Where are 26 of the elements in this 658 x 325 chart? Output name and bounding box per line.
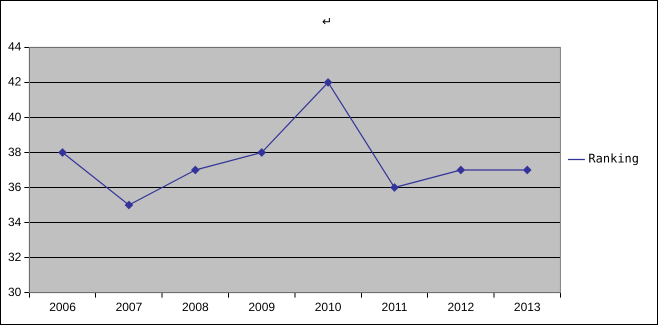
point [58,148,67,157]
x-tick-label: 2006 [49,300,76,314]
y-tick-label: 38 [8,144,22,159]
y-tick-label: 34 [8,214,22,229]
x-tick-label: 2009 [248,300,276,314]
point [258,148,266,157]
y-tick-label: 36 [8,180,22,194]
y-tick-label: 44 [8,40,22,54]
x-tick-label: 2013 [514,300,541,314]
x-tick-label: 2012 [448,300,475,314]
y-tick-label: 30 [8,284,22,299]
point [390,183,399,192]
legend-label: Ranking [588,152,640,166]
point [523,166,532,174]
point [191,166,200,174]
y-tick-label: 40 [8,110,22,124]
point [324,78,332,87]
chart-title: ↵ [322,14,332,29]
x-tick-label: 2011 [382,300,408,314]
x-tick-label: 2007 [116,300,143,314]
point [124,200,134,210]
y-tick-label: 32 [8,250,22,264]
y-tick-label: 42 [8,74,22,89]
x-tick-label: 2010 [314,300,342,314]
point [456,166,465,174]
x-tick-label: 2008 [182,300,209,314]
